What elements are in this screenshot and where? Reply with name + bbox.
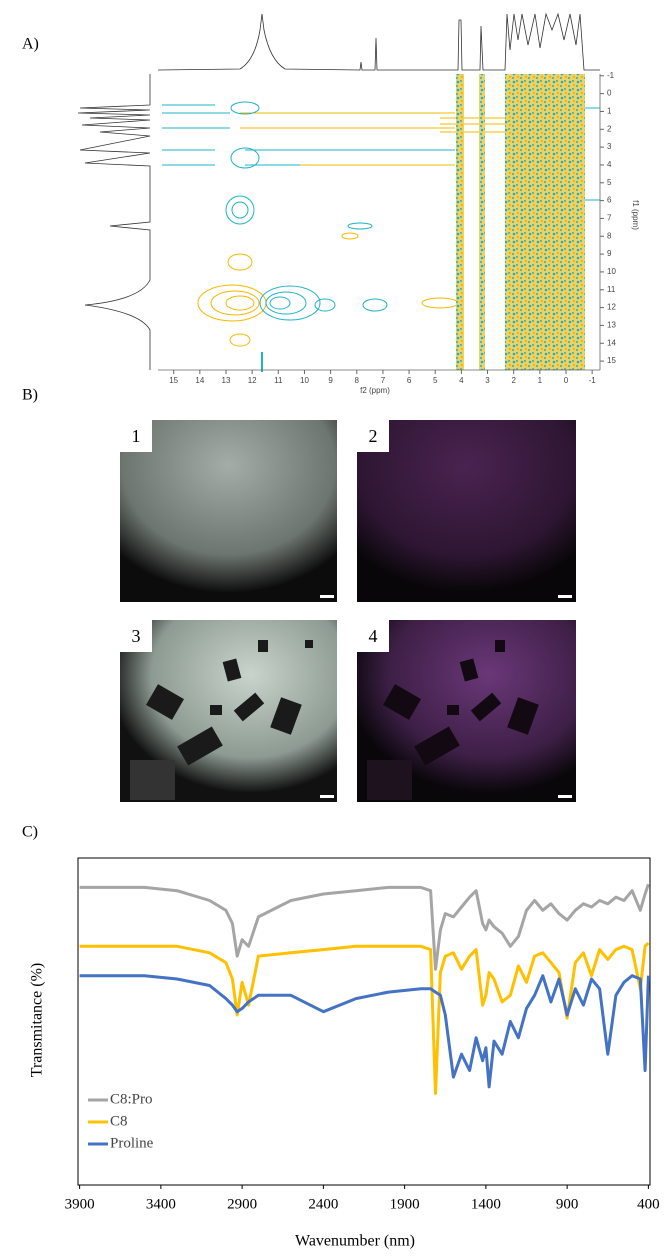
y-tick-label: 7 [607,214,612,223]
y-tick-label: 15 [607,356,616,365]
x-tick-label: 14 [195,376,204,385]
legend-label: Proline [110,1135,154,1151]
x-tick-label: 400 [637,1196,660,1212]
x-tick-label: 2900 [227,1196,257,1212]
legend-label: C8:Pro [110,1091,153,1107]
y-tick-label: 2 [607,124,612,133]
x-tick-label: 5 [433,376,438,385]
plot-frame [78,858,650,1185]
y-tick-label: 5 [607,178,612,187]
series-line [80,943,649,1093]
image-label: 1 [132,426,141,446]
x-tick-label: 7 [381,376,386,385]
y-tick-label: 11 [607,285,616,294]
image-label: 2 [369,426,378,446]
panel-label: C) [22,824,38,841]
x-tick-label: 2400 [308,1196,338,1212]
x-tick-label: 15 [169,376,178,385]
y-tick-label: 10 [607,267,616,276]
x-tick-label: 3400 [146,1196,176,1212]
x-tick-label: 1 [538,376,543,385]
micrographs: 1 2 3 4 [120,420,576,802]
x-tick-label: 1400 [471,1196,501,1212]
x-tick-label: 0 [564,376,569,385]
x-tick-label: 6 [407,376,412,385]
x-tick-label: 10 [300,376,309,385]
x-tick-label: 13 [222,376,231,385]
y-tick-label: 6 [607,196,612,205]
series-line [80,884,649,969]
x-axis-label: Wavenumber (nm) [295,1233,415,1250]
noise-band [505,74,585,370]
y-tick-label: 1 [607,107,612,116]
y-axis-label: Transmitance (%) [29,963,46,1078]
noise-band [456,74,464,370]
legend-label: C8 [110,1113,128,1129]
f1-projection [78,74,150,370]
y-tick-label: 8 [607,231,612,240]
x-tick-label: 900 [556,1196,579,1212]
series-line [80,976,649,1087]
y-tick-label: 12 [607,303,616,312]
panel-label: A) [22,36,39,53]
figure: A) B) C) 1514131211109876543210-1-101234… [0,0,667,1258]
x-tick-label: 9 [328,376,333,385]
y-tick-label: 0 [607,89,612,98]
x-tick-label: 3900 [65,1196,95,1212]
x-tick-label: 1900 [390,1196,420,1212]
y-tick-label: 14 [607,338,616,347]
x-tick-label: 4 [459,376,464,385]
y-tick-label: -1 [607,71,615,80]
x-tick-label: 8 [355,376,360,385]
x-axis-label: f2 (ppm) [360,386,390,395]
panel-label: B) [22,387,38,404]
x-tick-label: 2 [511,376,516,385]
y-tick-label: 13 [607,321,616,330]
image [357,420,576,602]
x-tick-label: 12 [248,376,257,385]
x-tick-label: 3 [485,376,490,385]
y-tick-label: 3 [607,142,612,151]
y-tick-label: 9 [607,249,612,258]
y-tick-label: 4 [607,160,612,169]
y-axis-label: f1 (ppm) [631,200,640,230]
f2-projection [158,14,600,70]
x-tick-label: 11 [274,376,283,385]
image-label: 4 [369,626,378,646]
image [120,420,337,602]
x-tick-label: -1 [589,376,597,385]
image-label: 3 [132,626,141,646]
noise-band [479,74,485,370]
